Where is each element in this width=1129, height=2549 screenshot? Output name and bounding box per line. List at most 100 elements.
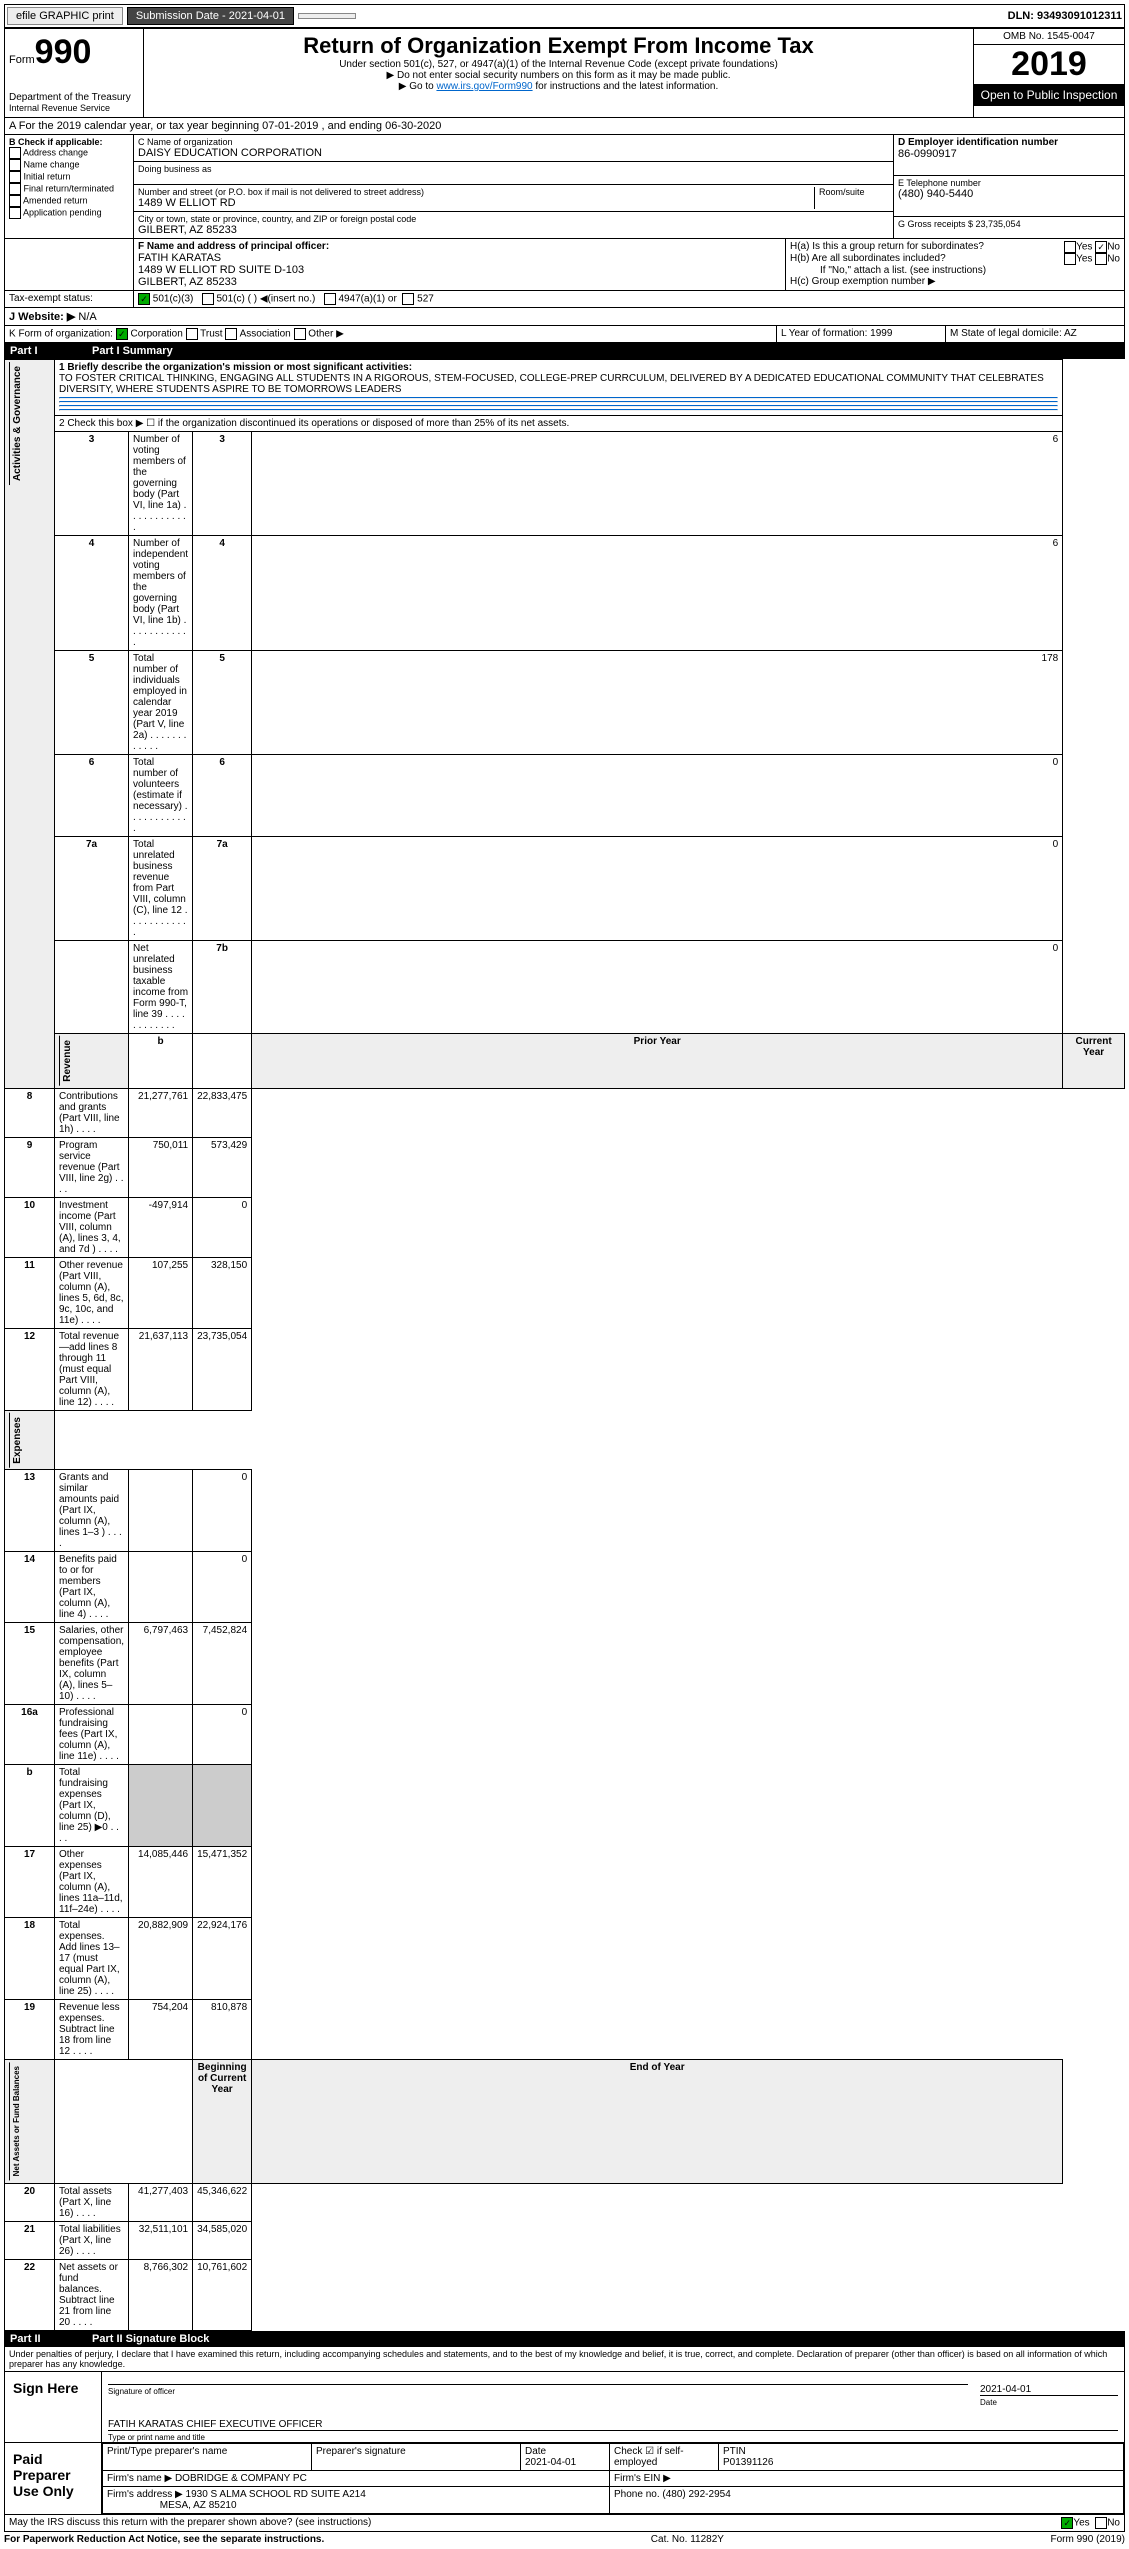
row-b-marker: b xyxy=(129,1034,193,1089)
v-revenue: Revenue xyxy=(59,1036,75,1086)
officer-addr2: GILBERT, AZ 85233 xyxy=(138,276,781,288)
m-state: M State of legal domicile: AZ xyxy=(946,326,1124,342)
box-h: H(a) Is this a group return for subordin… xyxy=(786,239,1124,290)
e-label: E Telephone number xyxy=(898,178,1120,188)
period-row: A For the 2019 calendar year, or tax yea… xyxy=(4,118,1125,135)
line-text: Grants and similar amounts paid (Part IX… xyxy=(55,1470,129,1552)
line-num xyxy=(55,941,129,1034)
curr-val: 34,585,020 xyxy=(193,2221,252,2259)
part1-header: Part I Part I Summary xyxy=(4,343,1125,359)
addr-change-check[interactable] xyxy=(9,147,21,159)
line-num: 4 xyxy=(55,536,129,651)
officer-printed: FATIH KARATAS CHIEF EXECUTIVE OFFICER xyxy=(108,2409,1118,2431)
sig-date-label: Date xyxy=(974,2398,1124,2407)
year-box: OMB No. 1545-0047 2019 Open to Public In… xyxy=(973,29,1124,117)
footer-form: Form 990 (2019) xyxy=(1051,2534,1125,2545)
line-num: 20 xyxy=(5,2183,55,2221)
klm-row: K Form of organization: ✓ Corporation Tr… xyxy=(4,326,1125,343)
irs-link[interactable]: www.irs.gov/Form990 xyxy=(436,81,532,92)
pt-sig-label: Preparer's signature xyxy=(312,2443,521,2470)
tax-year: 2019 xyxy=(974,45,1124,84)
curr-val: 10,761,602 xyxy=(193,2259,252,2330)
k-label: K Form of organization: xyxy=(9,329,113,340)
firm-name: DOBRIDGE & COMPANY PC xyxy=(175,2473,307,2484)
tab-spacer xyxy=(298,13,356,19)
prior-val xyxy=(129,1705,193,1765)
curr-val: 0 xyxy=(193,1552,252,1623)
box-deg: D Employer identification number 86-0990… xyxy=(894,135,1124,238)
box-b: B Check if applicable: Address change Na… xyxy=(5,135,134,238)
init-return-check[interactable] xyxy=(9,171,21,183)
mission-text: TO FOSTER CRITICAL THINKING, ENGAGING AL… xyxy=(59,373,1058,395)
hc-label: H(c) Group exemption number ▶ xyxy=(790,276,1120,287)
line-box: 7b xyxy=(193,941,252,1034)
curr-val: 22,833,475 xyxy=(193,1088,252,1137)
line-val: 0 xyxy=(252,837,1063,941)
h-note: If "No," attach a list. (see instruction… xyxy=(790,265,1120,276)
line2: 2 Check this box ▶ ☐ if the organization… xyxy=(55,416,1063,432)
org-city: GILBERT, AZ 85233 xyxy=(138,224,889,236)
ha-yes[interactable] xyxy=(1064,241,1076,253)
form-header: Form990 Department of the Treasury Inter… xyxy=(4,28,1125,118)
line-text: Total fundraising expenses (Part IX, col… xyxy=(55,1765,129,1847)
k-assoc[interactable] xyxy=(225,328,237,340)
discuss-no[interactable] xyxy=(1095,2517,1107,2529)
prior-val xyxy=(129,1552,193,1623)
line-num: 3 xyxy=(55,432,129,536)
line1-label: 1 Briefly describe the organization's mi… xyxy=(59,362,1058,373)
discuss-yes[interactable]: ✓ xyxy=(1061,2517,1073,2529)
te-527[interactable] xyxy=(402,293,414,305)
c-label: C Name of organization xyxy=(138,137,889,147)
phone-value: (480) 940-5440 xyxy=(898,188,1120,200)
prior-val: 20,882,909 xyxy=(129,1918,193,2000)
efile-label[interactable]: efile GRAPHIC print xyxy=(7,7,123,25)
final-return-check[interactable] xyxy=(9,183,21,195)
line-text: Total expenses. Add lines 13–17 (must eq… xyxy=(55,1918,129,2000)
prior-val: 21,637,113 xyxy=(129,1328,193,1410)
line-num: b xyxy=(5,1765,55,1847)
paid-preparer-label: Paid Preparer Use Only xyxy=(5,2443,102,2514)
amended-check[interactable] xyxy=(9,195,21,207)
te-501c[interactable] xyxy=(202,293,214,305)
te-4947[interactable] xyxy=(324,293,336,305)
room-label: Room/suite xyxy=(814,187,889,209)
omb-number: OMB No. 1545-0047 xyxy=(974,29,1124,45)
line-val: 0 xyxy=(252,941,1063,1034)
hb-no[interactable] xyxy=(1095,253,1107,265)
footer-cat: Cat. No. 11282Y xyxy=(651,2534,724,2545)
hb-yes[interactable] xyxy=(1064,253,1076,265)
footer: For Paperwork Reduction Act Notice, see … xyxy=(4,2532,1125,2545)
line-box: 5 xyxy=(193,651,252,755)
line-text: Other expenses (Part IX, column (A), lin… xyxy=(55,1847,129,1918)
pt-name-label: Print/Type preparer's name xyxy=(103,2443,312,2470)
line-text: Total unrelated business revenue from Pa… xyxy=(129,837,193,941)
sig-officer-label: Signature of officer xyxy=(102,2387,974,2396)
firm-ein-label: Firm's EIN ▶ xyxy=(610,2470,1124,2486)
line-text: Net assets or fund balances. Subtract li… xyxy=(55,2259,129,2330)
prior-val: 14,085,446 xyxy=(129,1847,193,1918)
line-text: Professional fundraising fees (Part IX, … xyxy=(55,1705,129,1765)
te-501c3[interactable]: ✓ xyxy=(138,293,150,305)
line-num: 19 xyxy=(5,2000,55,2060)
name-change-check[interactable] xyxy=(9,159,21,171)
line-box: 7a xyxy=(193,837,252,941)
line-val: 6 xyxy=(252,432,1063,536)
line-num: 18 xyxy=(5,1918,55,2000)
k-other[interactable] xyxy=(294,328,306,340)
title-sub2: ▶ Do not enter social security numbers o… xyxy=(148,70,969,81)
part2-header: Part II Part II Signature Block xyxy=(4,2331,1125,2347)
k-corp[interactable]: ✓ xyxy=(116,328,128,340)
te-label: Tax-exempt status: xyxy=(5,291,134,307)
app-pending-check[interactable] xyxy=(9,207,21,219)
curr-val: 22,924,176 xyxy=(193,1918,252,2000)
city-label: City or town, state or province, country… xyxy=(138,214,889,224)
j-label: J Website: ▶ xyxy=(9,311,75,323)
end-year-header: End of Year xyxy=(252,2060,1063,2183)
firm-addr1: 1930 S ALMA SCHOOL RD SUITE A214 xyxy=(186,2489,366,2500)
k-trust[interactable] xyxy=(186,328,198,340)
taxexempt-row: Tax-exempt status: ✓ 501(c)(3) 501(c) ( … xyxy=(4,291,1125,308)
submission-date-btn[interactable]: Submission Date - 2021-04-01 xyxy=(127,7,294,25)
curr-val: 0 xyxy=(193,1470,252,1552)
ha-no[interactable]: ✓ xyxy=(1095,241,1107,253)
line-val: 178 xyxy=(252,651,1063,755)
